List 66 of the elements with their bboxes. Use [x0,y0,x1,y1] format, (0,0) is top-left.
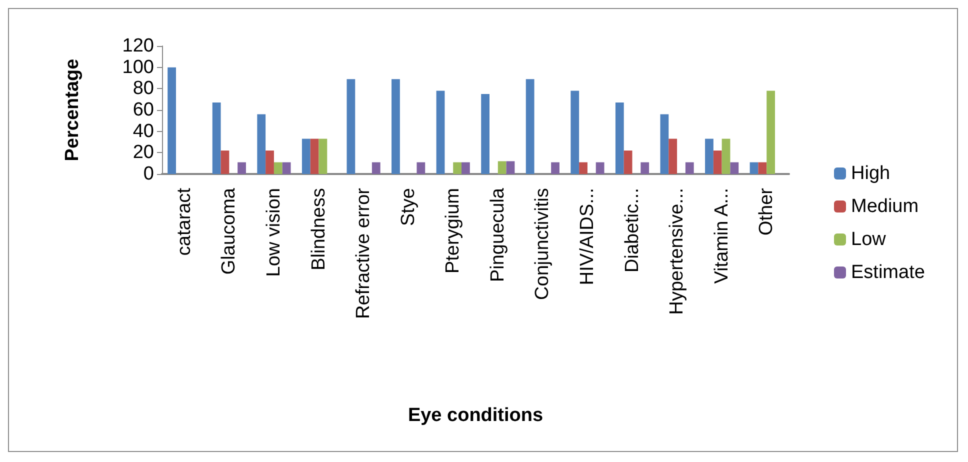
x-tick-label: Hypertensive... [666,188,688,315]
bar [318,138,328,174]
bar [302,138,310,174]
bar [212,102,221,174]
bar [372,162,380,174]
x-axis-title: Eye conditions [408,405,544,426]
bar [274,162,282,174]
bar [766,90,776,174]
x-tick-label: Glaucoma [218,188,240,275]
y-tick-label: 20 [132,142,154,164]
bar [596,162,604,174]
legend-label: Low [851,229,886,250]
bar [685,162,694,174]
x-tick-label: Stye [398,188,419,226]
y-tick-label: 40 [132,120,154,142]
bar [668,138,678,174]
bar [498,161,506,174]
bar [758,162,767,174]
bar [624,150,632,174]
x-tick-label: cataract [174,187,195,256]
y-axis-title: Percentage [62,58,83,162]
bar [705,138,714,174]
bar [722,138,730,174]
bar [238,162,246,174]
bar [570,90,580,174]
x-tick-label: Other [756,187,778,236]
x-tick-label: Vitamin A... [711,188,732,284]
bar [640,162,650,174]
bar [660,114,669,174]
bar [346,79,356,174]
bar [615,102,624,174]
bar [481,94,490,174]
bar [462,162,470,174]
x-tick-label: HIV/AIDS... [576,188,598,286]
x-tick-label: Pinguecula [487,188,508,282]
legend-label: High [851,163,890,184]
x-tick-label: Blindness [308,188,330,270]
x-tick-label: Low vision [263,188,284,277]
y-tick-label: 100 [122,56,154,78]
bar [266,150,274,174]
y-tick-label: 60 [132,100,154,120]
bar [282,162,291,174]
bar [750,162,758,174]
bar [526,79,534,174]
y-tick-label: 0 [143,164,154,184]
bar [257,114,266,174]
y-tick-label: 80 [132,78,154,100]
bar [579,162,588,174]
bar [713,150,722,174]
y-tick-label: 120 [122,36,154,56]
bar [220,150,230,174]
legend-label: Medium [851,196,919,217]
legend-label: Estimate [851,262,925,283]
bar [730,162,739,174]
bar [392,79,400,174]
x-tick-label: Pterygium [442,188,464,274]
bar [436,90,445,174]
bar [506,161,515,174]
x-tick-label: Diabetic... [622,188,643,272]
bar [416,162,426,174]
bar [310,138,319,174]
bar [453,162,462,174]
x-tick-label: Refractive error [353,187,374,319]
bar [551,162,560,174]
x-tick-label: Conjunctivitis [532,188,554,300]
bar [168,67,176,174]
